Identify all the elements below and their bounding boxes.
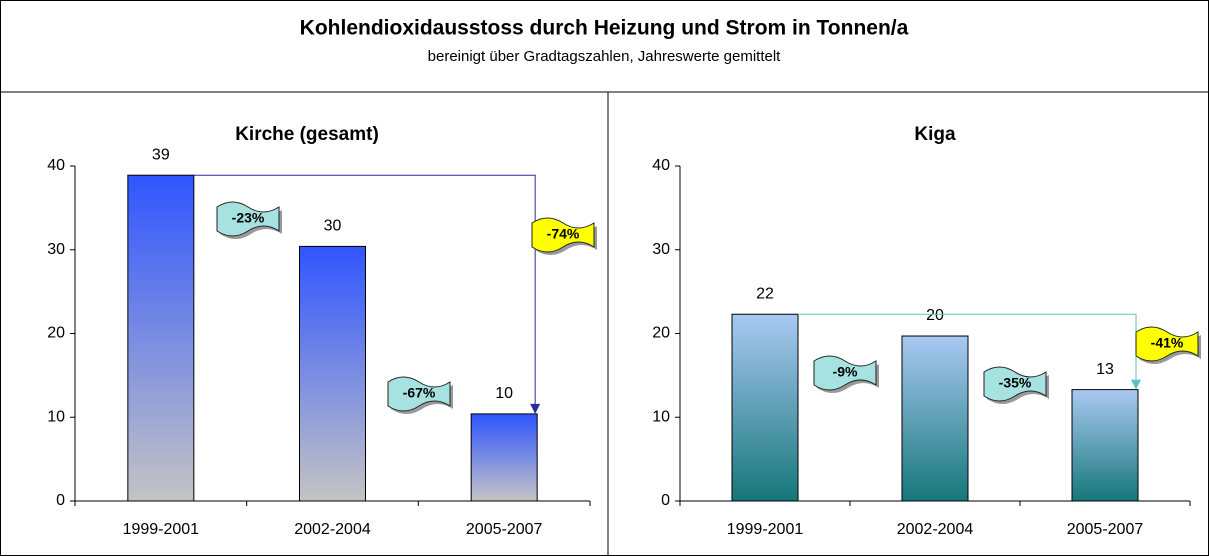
bar [901,335,969,502]
y-tick-label: 20 [47,325,65,342]
bar [731,313,799,502]
data-label: 13 [1096,361,1114,378]
data-label: 22 [756,285,774,302]
x-tick-label: 2002-2004 [897,521,974,538]
y-tick-label: 0 [661,492,670,509]
x-tick-label: 2005-2007 [466,521,543,538]
flag [983,366,1047,402]
bar [1071,389,1139,502]
y-tick-label: 10 [47,408,65,425]
x-tick-label: 2002-2004 [294,521,371,538]
bar [470,413,538,502]
flag [813,355,877,391]
annotation: -74% [547,226,580,242]
y-tick-label: 40 [652,157,670,174]
reference-arrow [530,403,541,414]
data-label: 10 [495,385,513,402]
y-tick-label: 10 [652,408,670,425]
flag [216,201,280,237]
data-label: 39 [152,146,170,163]
page-title: Kohlendioxidausstoss durch Heizung und S… [300,17,909,40]
x-tick-label: 2005-2007 [1067,521,1144,538]
y-tick-label: 30 [47,241,65,258]
annotation: -67% [403,385,436,401]
bar [299,245,366,502]
data-label: 20 [926,307,944,324]
flag [1135,326,1199,362]
y-tick-label: 40 [47,157,65,174]
x-tick-label: 1999-2001 [727,521,804,538]
flag [387,376,451,412]
bar [127,174,195,502]
flag [531,217,595,253]
reference-arrow [1131,379,1141,390]
annotation: -9% [833,364,858,380]
y-tick-label: 20 [652,325,670,342]
annotation: -41% [1151,335,1184,351]
y-tick-label: 0 [56,492,65,509]
data-label: 30 [324,218,342,235]
y-tick-label: 30 [652,241,670,258]
annotation: -35% [999,375,1032,391]
reference-line [798,313,1137,382]
x-tick-label: 1999-2001 [123,521,200,538]
page-subtitle: bereinigt über Gradtagszahlen, Jahreswer… [428,48,782,65]
chart-title: Kiga [914,124,956,145]
annotation: -23% [232,210,265,226]
chart-title: Kirche (gesamt) [235,124,379,145]
reference-line [193,174,536,406]
